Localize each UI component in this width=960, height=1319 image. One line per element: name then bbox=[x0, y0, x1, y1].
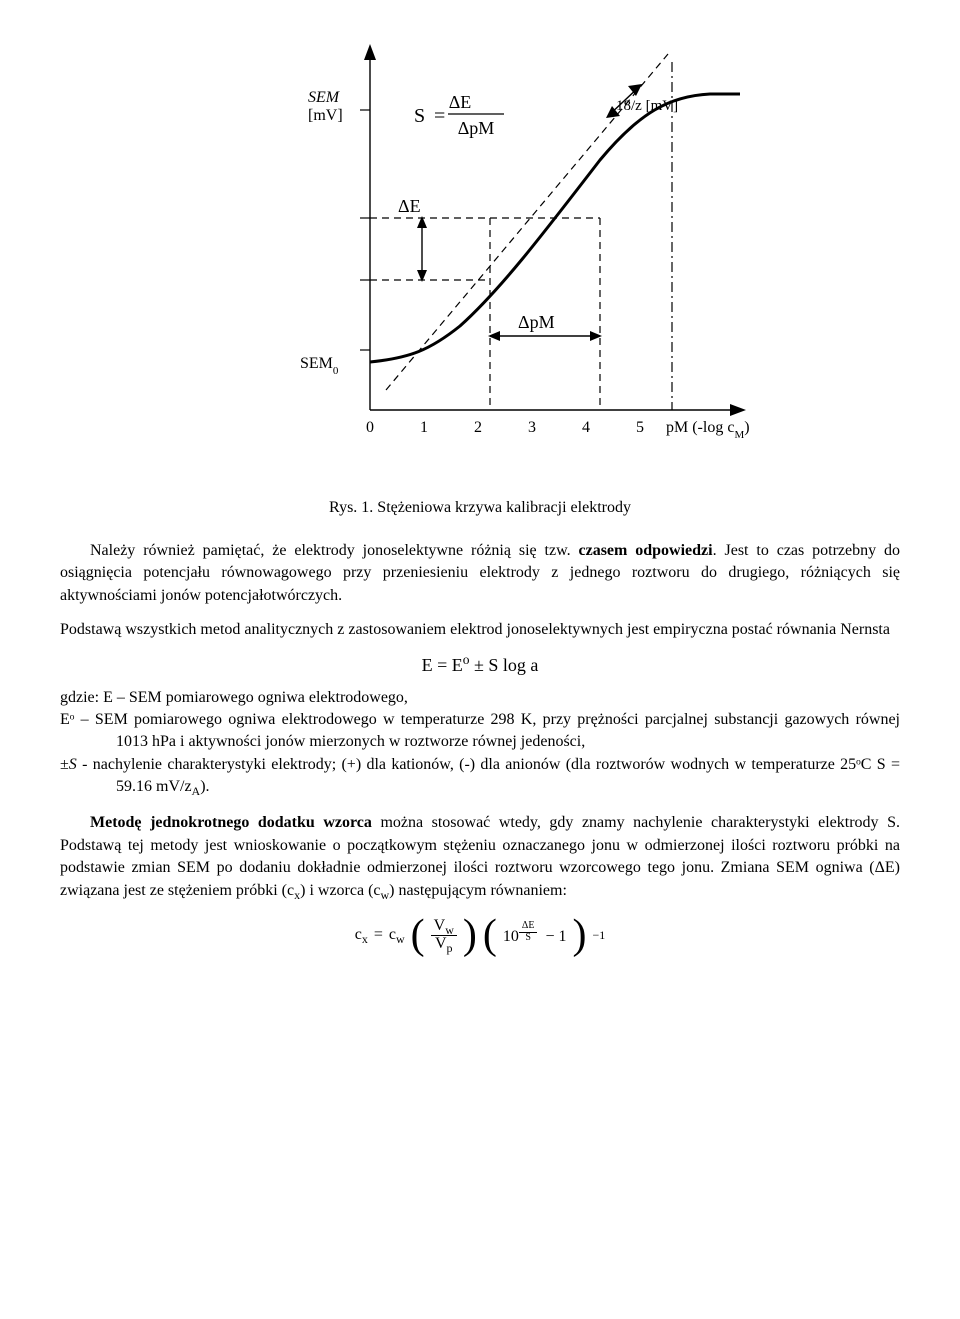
para3-bold: Metodę jednokrotnego dodatku wzorca bbox=[90, 814, 372, 831]
y-axis-unit: [mV] bbox=[308, 107, 343, 124]
paragraph-3: Metodę jednokrotnego dodatku wzorca możn… bbox=[60, 812, 900, 902]
formula-S-num: ΔE bbox=[449, 92, 472, 112]
xtick-1: 1 bbox=[420, 419, 428, 436]
para1-bold: czasem odpowiedzi bbox=[578, 542, 712, 559]
y-axis-label: SEM bbox=[308, 89, 341, 106]
defs-lead: gdzie: bbox=[60, 689, 99, 706]
xtick-3: 3 bbox=[528, 419, 536, 436]
xtick-5: 5 bbox=[636, 419, 644, 436]
para1-a: Należy również pamiętać, że elektrody jo… bbox=[90, 542, 578, 559]
calibration-curve-chart: SEM [mV] SEM0 0 1 2 3 4 5 pM (-log cM) Δ… bbox=[200, 40, 760, 477]
slope-annot: 18/z [mV] bbox=[616, 98, 678, 114]
xtick-4: 4 bbox=[582, 419, 590, 436]
formula-S-den: ΔpM bbox=[458, 118, 495, 138]
delta-pM-label: ΔpM bbox=[518, 312, 555, 332]
paragraph-2: Podstawą wszystkich metod analitycznych … bbox=[60, 619, 900, 641]
chart-svg: SEM [mV] SEM0 0 1 2 3 4 5 pM (-log cM) Δ… bbox=[200, 40, 760, 470]
delta-E-label: ΔE bbox=[398, 196, 421, 216]
figure-caption: Rys. 1. Stężeniowa krzywa kalibracji ele… bbox=[60, 497, 900, 519]
nernst-equation: E = Eo ± S log a bbox=[60, 653, 900, 678]
final-equation: cx = cw ( Vw Vp ) ( 10ΔES − 1 )−1 bbox=[60, 914, 900, 956]
paragraph-1: Należy również pamiętać, że elektrody jo… bbox=[60, 540, 900, 607]
formula-S-eq: = bbox=[434, 105, 445, 127]
x-axis-label: pM (-log cM) bbox=[666, 419, 750, 441]
definitions-block: gdzie: E – SEM pomiarowego ogniwa elektr… bbox=[60, 687, 900, 799]
def-Eo: Eᵒ – SEM pomiarowego ogniwa elektrodoweg… bbox=[60, 709, 900, 754]
def-S: ±S - nachylenie charakterystyki elektrod… bbox=[60, 754, 900, 799]
xtick-2: 2 bbox=[474, 419, 482, 436]
sem0-label: SEM0 bbox=[300, 355, 339, 377]
xtick-0: 0 bbox=[366, 419, 374, 436]
formula-S-lhs: S bbox=[414, 105, 425, 127]
def-E: E – SEM pomiarowego ogniwa elektrodowego… bbox=[103, 689, 408, 706]
